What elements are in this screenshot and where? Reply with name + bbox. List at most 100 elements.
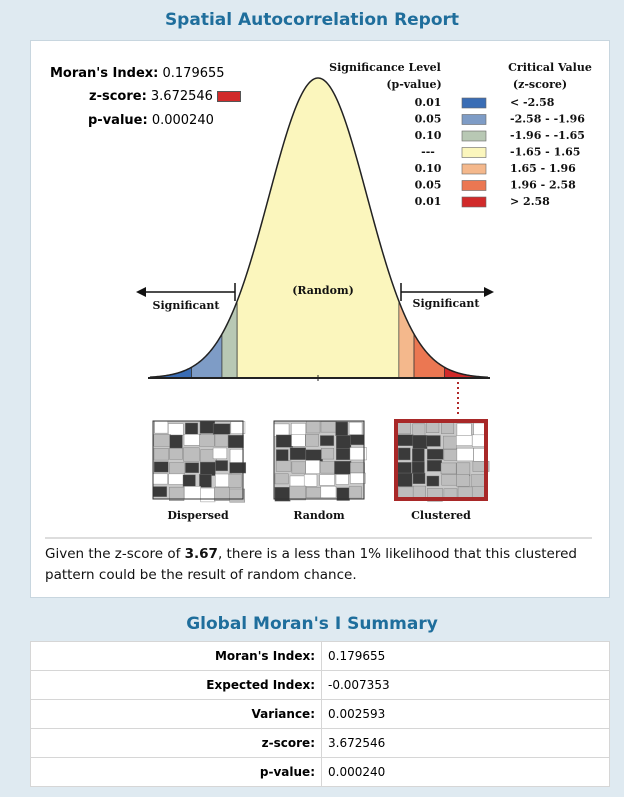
legend-z: > 2.58 [510,195,550,208]
legend-z: -2.58 - -1.96 [510,113,585,126]
map-cell [306,434,319,446]
map-cell [413,435,427,448]
map-cell [413,473,425,484]
pattern-map [153,421,246,502]
legend-z: -1.96 - -1.65 [510,129,585,142]
map-cell [155,421,168,433]
map-cell [230,449,243,463]
map-cell [276,461,291,472]
map-cell [349,487,362,498]
map-cell [200,462,215,475]
map-cell [276,435,293,447]
map-cell [320,436,334,446]
curve-segment [222,301,237,378]
map-cell [458,487,474,498]
map-cell [291,423,306,435]
map-cell [336,422,348,436]
legend-swatch [462,148,486,158]
legend-p: 0.05 [415,179,442,192]
map-cell [456,435,472,445]
summary-table: Moran's Index:0.179655Expected Index:-0.… [30,641,610,787]
map-cell [169,474,185,485]
legend-swatch [462,197,486,207]
row-label: Variance: [31,700,322,729]
map-cell [306,488,323,498]
map-cell [427,449,443,459]
table-row: z-score:3.672546 [31,729,610,758]
legend-swatch [462,164,486,174]
stat-label: Moran's Index: [50,66,158,81]
legend-p: 0.10 [415,162,442,175]
map-cell [276,450,288,462]
map-cell [457,448,474,461]
map-cell [213,448,227,459]
map-cell [350,463,364,473]
map-cell [336,435,351,449]
legend-swatch [462,98,486,108]
z-value: 3.67 [185,546,218,562]
map-cell [228,435,243,448]
map-cell [153,487,167,497]
map-cell [412,449,424,462]
row-value: 3.672546 [322,729,610,758]
map-cell [215,461,227,471]
pattern-label: Dispersed [167,509,229,522]
legend-swatch [462,181,486,191]
curve-label: Significant [153,299,221,312]
curve-segment [399,301,414,378]
map-cell [457,463,470,476]
legend-p: 0.01 [415,195,442,208]
map-cell [168,424,183,436]
report: Spatial Autocorrelation Report Significa… [0,0,624,797]
map-cell [169,448,182,459]
map-cell [457,474,469,486]
map-cell [201,488,215,502]
map-cell [169,463,184,475]
map-cell [154,462,168,472]
map-cell [321,421,336,432]
swatch [217,91,241,102]
map-cell [154,448,168,460]
map-cell [412,462,424,474]
legend-header: Critical Value [508,61,592,74]
map-cell [413,486,426,497]
map-cell [199,474,211,487]
text: Given the z-score of [45,546,185,562]
stat-label: z-score: [89,89,147,104]
map-cell [184,486,200,499]
map-cell [306,421,320,433]
map-cell [213,424,230,434]
legend-p: 0.05 [415,113,442,126]
curve-segment [237,78,399,378]
stat-value: 3.672546 [151,89,213,104]
map-cell [185,463,198,473]
stat-value: 0.000240 [152,113,214,128]
map-cell [200,421,215,433]
map-cell [185,423,197,435]
map-cell [472,435,484,447]
map-cell [426,435,440,446]
row-label: Expected Index: [31,671,322,700]
map-cell [350,473,365,483]
map-cell [350,435,364,445]
stat: z-score: 3.672546 [89,89,241,104]
map-cell [427,460,442,471]
map-cell [291,435,305,447]
row-label: z-score: [31,729,322,758]
legend-swatch [462,115,486,125]
map-cell [229,474,241,488]
stat: p-value: 0.000240 [88,113,214,128]
map-cell [396,473,412,486]
row-value: -0.007353 [322,671,610,700]
map-cell [427,476,439,486]
legend-header: (z-score) [513,78,567,91]
map-cell [426,421,439,432]
map-cell [183,448,199,461]
conclusion: Given the z-score of 3.67, there is a le… [45,544,600,586]
map-cell [396,422,410,434]
curve-label: (Random) [292,284,354,297]
map-cell [321,448,333,459]
legend-p: 0.01 [415,96,442,109]
row-value: 0.179655 [322,642,610,671]
map-cell [443,436,456,449]
